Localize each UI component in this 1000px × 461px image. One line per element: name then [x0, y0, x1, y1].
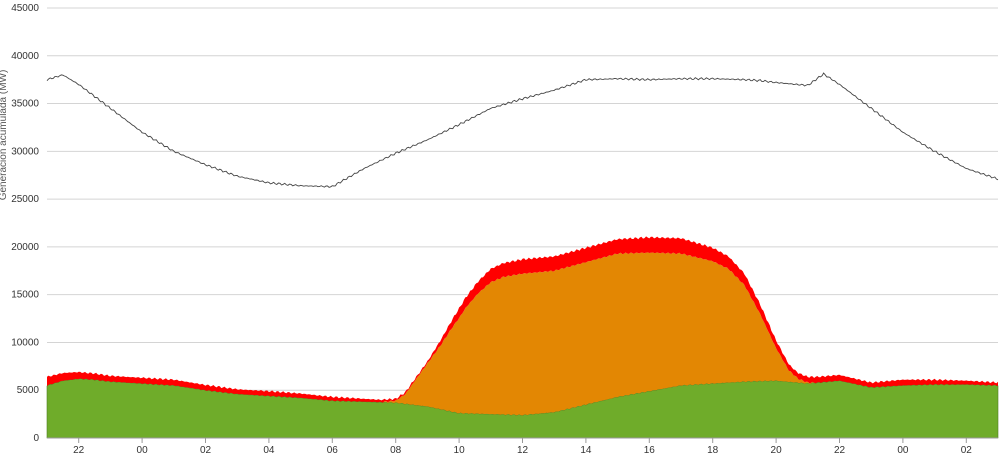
- x-tick-label: 00: [137, 445, 149, 456]
- x-tick-label: 20: [771, 445, 783, 456]
- y-tick-label: 40000: [11, 51, 39, 62]
- demand-line-group: [46, 72, 999, 188]
- y-tick-label: 30000: [11, 146, 39, 157]
- x-tick-label: 14: [580, 445, 592, 456]
- y-tick-label: 20000: [11, 242, 39, 253]
- y-tick-label: 0: [33, 433, 39, 444]
- stacked-areas: [46, 236, 999, 439]
- x-tick-label: 18: [707, 445, 719, 456]
- x-tick-label: 04: [263, 445, 275, 456]
- y-tick-label: 35000: [11, 99, 39, 110]
- y-tick-label: 25000: [11, 194, 39, 205]
- y-tick-label: 5000: [17, 385, 40, 396]
- y-tick-label: 15000: [11, 290, 39, 301]
- x-tick-label: 16: [644, 445, 656, 456]
- x-tick-label: 02: [200, 445, 212, 456]
- axes: 0 5000 10000 15000 20000 25000 30000 35000 40000…: [11, 3, 998, 456]
- x-tick-label: 12: [517, 445, 529, 456]
- x-tick-label: 06: [327, 445, 339, 456]
- area-red: [47, 236, 998, 403]
- y-tick-label: 45000: [11, 3, 39, 14]
- y-tick-label: 10000: [11, 337, 39, 348]
- x-tick-label: 02: [961, 445, 973, 456]
- area-orange: [47, 252, 998, 416]
- y-axis-title: Generación acumulada (MW): [0, 70, 9, 201]
- x-tick-label: 00: [897, 445, 909, 456]
- demand-line: [46, 72, 999, 188]
- x-tick-label: 22: [73, 445, 85, 456]
- x-tick-label: 10: [454, 445, 466, 456]
- x-tick-label: 08: [390, 445, 402, 456]
- x-tick-label: 22: [834, 445, 846, 456]
